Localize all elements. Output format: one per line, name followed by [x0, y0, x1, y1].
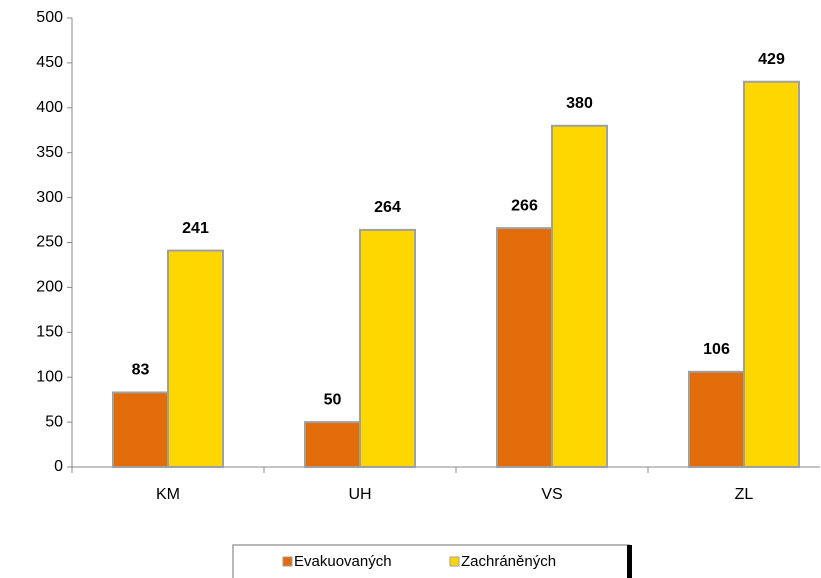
- legend-swatch: [282, 556, 293, 567]
- legend-swatch: [449, 556, 460, 567]
- value-label: 50: [324, 391, 342, 408]
- y-tick-label: 0: [54, 458, 63, 475]
- y-tick-label: 50: [45, 413, 63, 430]
- y-tick-label: 500: [36, 9, 63, 26]
- y-tick-label: 250: [36, 234, 63, 251]
- value-label: 264: [374, 199, 401, 216]
- bar: [167, 249, 224, 468]
- value-label: 83: [132, 362, 150, 379]
- y-tick-label: 150: [36, 324, 63, 341]
- bar: [551, 124, 608, 468]
- y-tick-label: 350: [36, 144, 63, 161]
- x-tick-label: UH: [348, 486, 371, 503]
- value-label: 241: [182, 220, 209, 237]
- bar: [304, 421, 361, 469]
- x-tick-label: ZL: [735, 486, 754, 503]
- legend-box: [232, 544, 630, 578]
- y-tick-label: 100: [36, 368, 63, 385]
- bar: [743, 80, 800, 469]
- value-label: 380: [566, 95, 593, 112]
- y-tick-label: 300: [36, 189, 63, 206]
- bar: [112, 391, 169, 468]
- bar: [688, 370, 745, 469]
- x-tick-label: VS: [541, 486, 562, 503]
- bar: [496, 227, 553, 468]
- legend-edge: [627, 545, 632, 578]
- bar: [359, 228, 416, 468]
- x-tick-label: KM: [156, 486, 180, 503]
- legend-label: Zachráněných: [461, 553, 556, 570]
- value-label: 266: [511, 197, 538, 214]
- legend-label: Evakuovaných: [294, 553, 392, 570]
- y-tick-label: 450: [36, 54, 63, 71]
- value-label: 106: [703, 341, 730, 358]
- value-label: 429: [758, 51, 785, 68]
- y-tick-label: 400: [36, 99, 63, 116]
- y-tick-label: 200: [36, 279, 63, 296]
